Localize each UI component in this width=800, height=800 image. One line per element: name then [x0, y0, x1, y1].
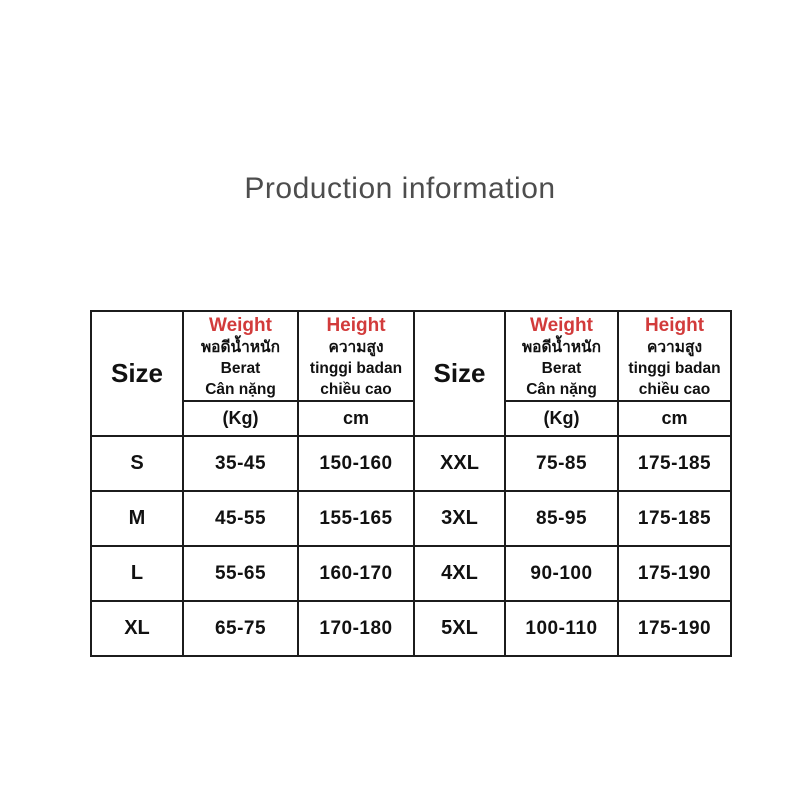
height-unit-right: cm [617, 400, 732, 437]
weight-column-header-right: Weight พอดีน้ำหนัก Berat Cân nặng [504, 310, 619, 402]
weight-cell: 100-110 [504, 600, 619, 657]
size-cell: S [90, 435, 184, 492]
height-cell: 175-185 [617, 435, 732, 492]
height-label-en: Height [326, 314, 386, 336]
table-row: L 55-65 160-170 4XL 90-100 175-190 [90, 545, 732, 602]
weight-unit-right: (Kg) [504, 400, 619, 437]
table-row: S 35-45 150-160 XXL 75-85 175-185 [90, 435, 732, 492]
height-cell: 170-180 [297, 600, 415, 657]
weight-cell: 35-45 [182, 435, 299, 492]
weight-label-vi: Cân nặng [205, 380, 276, 398]
table-row: M 45-55 155-165 3XL 85-95 175-185 [90, 490, 732, 547]
weight-label-th: พอดีน้ำหนัก [521, 338, 602, 356]
size-cell: L [90, 545, 184, 602]
weight-label-vi: Cân nặng [526, 380, 597, 398]
height-label-vi: chiều cao [320, 380, 392, 398]
height-cell: 175-190 [617, 600, 732, 657]
weight-cell: 65-75 [182, 600, 299, 657]
height-cell: 175-185 [617, 490, 732, 547]
height-cell: 160-170 [297, 545, 415, 602]
size-cell: XL [90, 600, 184, 657]
weight-label-en: Weight [530, 314, 593, 336]
page-title: Production information [244, 172, 556, 205]
size-cell: 4XL [413, 545, 506, 602]
height-cell: 150-160 [297, 435, 415, 492]
table-row: XL 65-75 170-180 5XL 100-110 175-190 [90, 600, 732, 657]
weight-label-th: พอดีน้ำหนัก [200, 338, 281, 356]
units-row: (Kg) cm (Kg) cm [91, 400, 732, 437]
height-label-id: tinggi badan [628, 359, 721, 377]
height-label-en: Height [644, 314, 705, 336]
height-label-th: ความสูง [328, 338, 384, 356]
size-cell: 5XL [413, 600, 506, 657]
weight-unit-left: (Kg) [182, 400, 299, 437]
weight-cell: 75-85 [504, 435, 619, 492]
height-label-th: ความสูง [646, 338, 703, 356]
size-column-header-left: Size [90, 310, 184, 437]
weight-cell: 55-65 [182, 545, 299, 602]
height-column-header-right: Height ความสูง tinggi badan chiều cao [617, 310, 732, 402]
height-label-vi: chiều cao [638, 380, 711, 398]
weight-cell: 90-100 [504, 545, 619, 602]
weight-label-en: Weight [209, 314, 272, 336]
size-column-header-right: Size [413, 310, 506, 437]
height-cell: 155-165 [297, 490, 415, 547]
weight-label-id: Berat [220, 359, 261, 377]
weight-cell: 85-95 [504, 490, 619, 547]
height-unit-left: cm [297, 400, 415, 437]
height-cell: 175-190 [617, 545, 732, 602]
weight-cell: 45-55 [182, 490, 299, 547]
size-cell: M [90, 490, 184, 547]
height-column-header-left: Height ความสูง tinggi badan chiều cao [297, 310, 415, 402]
size-chart-table: Size Weight พอดีน้ำหนัก Berat Cân nặng H… [90, 310, 732, 657]
header-row: Size Weight พอดีน้ำหนัก Berat Cân nặng H… [90, 310, 732, 437]
size-cell: 3XL [413, 490, 506, 547]
weight-label-id: Berat [541, 359, 582, 377]
size-cell: XXL [413, 435, 506, 492]
height-label-id: tinggi badan [309, 359, 403, 377]
weight-column-header-left: Weight พอดีน้ำหนัก Berat Cân nặng [182, 310, 299, 402]
